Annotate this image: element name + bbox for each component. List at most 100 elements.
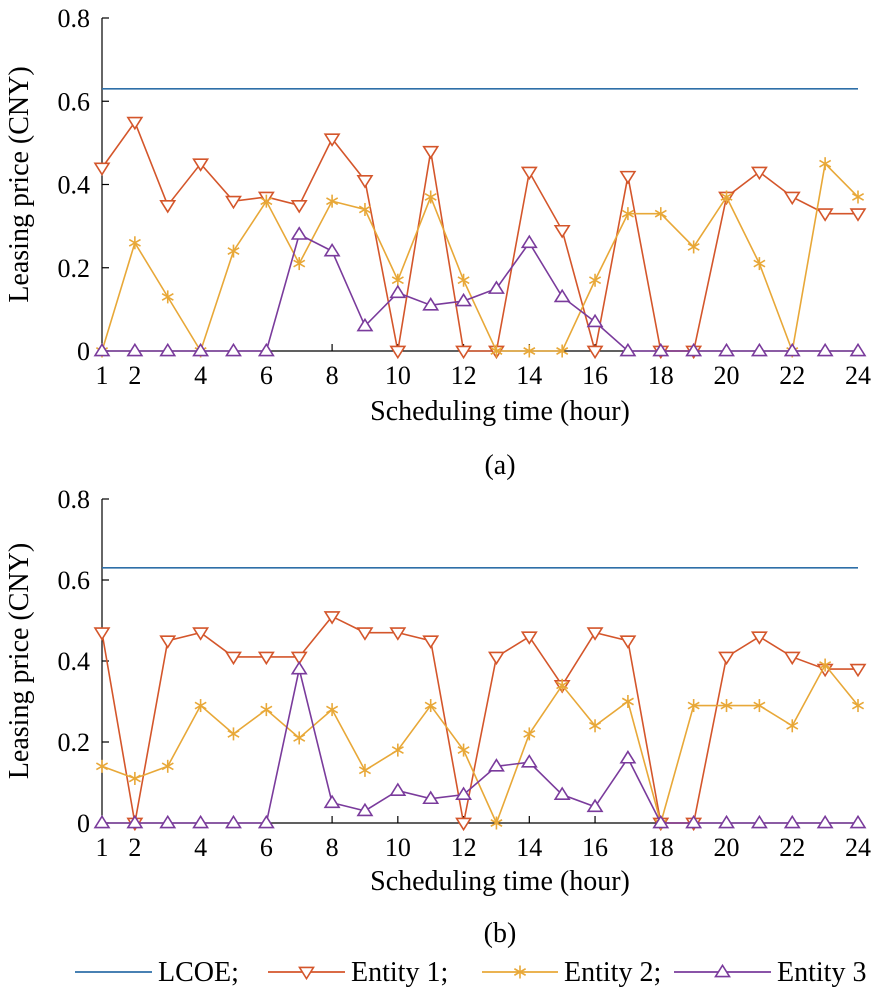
data-point-entity-1 [849, 663, 867, 678]
y-axis-label: Leasing price (CNY) [4, 543, 35, 779]
x-axis-label: Scheduling time (hour) [370, 866, 630, 897]
data-point-entity-1 [750, 631, 768, 645]
data-point-entity-3 [290, 660, 308, 675]
data-point-entity-3 [750, 814, 768, 829]
data-point-entity-2 [227, 727, 240, 741]
series-line-entity-3 [102, 668, 858, 824]
data-point-entity-1 [718, 651, 735, 666]
data-point-entity-1 [619, 170, 637, 185]
panel-a: 00.20.40.60.81 2 4 6 8 10 12 14 16 18 20 22 24Schedu… [4, 4, 871, 481]
data-point-entity-1 [225, 195, 242, 210]
data-point-entity-3 [126, 342, 144, 357]
data-point-entity-3 [750, 342, 768, 357]
data-point-entity-1 [389, 345, 407, 360]
series-line-entity-2 [101, 162, 859, 355]
data-point-entity-1 [290, 199, 308, 214]
data-point-entity-3 [225, 814, 242, 829]
data-point-entity-3 [586, 798, 604, 813]
data-point-entity-3 [586, 313, 604, 328]
data-point-entity-1 [159, 199, 177, 214]
data-point-entity-2 [260, 703, 273, 717]
x-tick-label: 20 [714, 361, 740, 390]
y-tick-label: 0 [77, 809, 90, 838]
x-tick-label: 14 [516, 833, 542, 862]
data-point-entity-1 [389, 627, 407, 641]
data-point-entity-2 [358, 763, 371, 777]
data-point-entity-3 [849, 814, 867, 829]
legend-label-lcoe: LCOE; [158, 957, 239, 988]
data-point-entity-2 [753, 699, 766, 713]
data-point-entity-2 [589, 273, 602, 287]
data-point-entity-3 [783, 814, 801, 829]
data-point-entity-3 [389, 782, 407, 796]
data-point-entity-3 [455, 292, 473, 307]
y-tick-label: 0.2 [58, 728, 91, 757]
data-point-entity-2 [556, 678, 569, 692]
data-point-entity-2 [654, 207, 667, 221]
data-point-entity-1 [455, 817, 473, 832]
data-point-entity-3 [455, 786, 473, 801]
data-point-entity-2 [161, 290, 174, 304]
data-point-entity-2 [753, 257, 766, 271]
data-point-entity-2 [523, 344, 536, 358]
data-point-entity-2 [326, 703, 339, 717]
data-point-entity-3 [816, 342, 834, 357]
data-point-entity-1 [750, 166, 768, 181]
data-point-entity-1 [783, 191, 801, 206]
data-point-entity-3 [718, 342, 735, 357]
data-point-entity-1 [783, 651, 801, 666]
data-point-entity-3 [159, 814, 177, 829]
x-tick-label: 14 [516, 361, 542, 390]
legend-label-entity-1: Entity 1; [351, 957, 448, 988]
data-point-entity-2 [293, 731, 306, 745]
x-tick-label: 22 [779, 361, 805, 390]
data-point-entity-3 [93, 342, 111, 357]
data-point-entity-2 [556, 344, 569, 358]
y-tick-label: 0.8 [58, 485, 91, 514]
data-point-entity-3 [520, 234, 538, 249]
x-tick-label: 16 [582, 833, 608, 862]
y-tick-label: 0.4 [58, 647, 91, 676]
data-point-entity-3 [553, 288, 571, 303]
data-point-entity-3 [389, 284, 407, 299]
y-axis-label: Leasing price (CNY) [4, 66, 35, 302]
data-point-entity-2 [819, 658, 832, 672]
legend-label-entity-3: Entity 3 [777, 957, 866, 988]
x-tick-label: 4 [194, 361, 207, 390]
data-point-entity-1 [455, 345, 473, 360]
x-tick-label: 22 [779, 833, 805, 862]
data-point-entity-3 [126, 814, 144, 829]
data-point-entity-2 [687, 699, 700, 713]
data-point-entity-3 [685, 342, 703, 357]
data-point-entity-3 [422, 790, 440, 805]
x-tick-label: 12 [451, 833, 477, 862]
data-point-entity-2 [720, 699, 733, 713]
legend-marker-entity-3 [714, 963, 731, 978]
x-tick-label: 16 [582, 361, 608, 390]
data-point-entity-2 [457, 273, 470, 287]
data-point-entity-2 [95, 759, 109, 773]
data-point-entity-2 [457, 743, 470, 757]
data-point-entity-3 [619, 342, 637, 357]
data-point-entity-1 [520, 631, 538, 645]
x-tick-label: 24 [845, 833, 871, 862]
data-point-entity-2 [260, 194, 273, 208]
data-point-entity-1 [586, 345, 604, 360]
data-point-entity-2 [227, 244, 240, 258]
data-point-entity-3 [225, 342, 242, 357]
data-point-entity-1 [422, 145, 440, 160]
data-point-entity-3 [356, 317, 374, 332]
data-point-entity-3 [192, 342, 210, 357]
data-point-entity-3 [257, 814, 275, 829]
y-tick-label: 0.4 [58, 171, 91, 200]
data-point-entity-1 [816, 208, 834, 222]
data-point-entity-1 [192, 627, 210, 641]
panel-label: (a) [484, 450, 515, 481]
series-line-entity-2 [101, 663, 859, 827]
x-tick-label: 8 [326, 833, 339, 862]
data-point-entity-3 [553, 786, 571, 801]
data-point-entity-1 [126, 116, 144, 131]
data-point-entity-1 [159, 635, 177, 649]
legend-marker-entity-2 [513, 965, 527, 979]
x-tick-label: 2 [128, 361, 141, 390]
